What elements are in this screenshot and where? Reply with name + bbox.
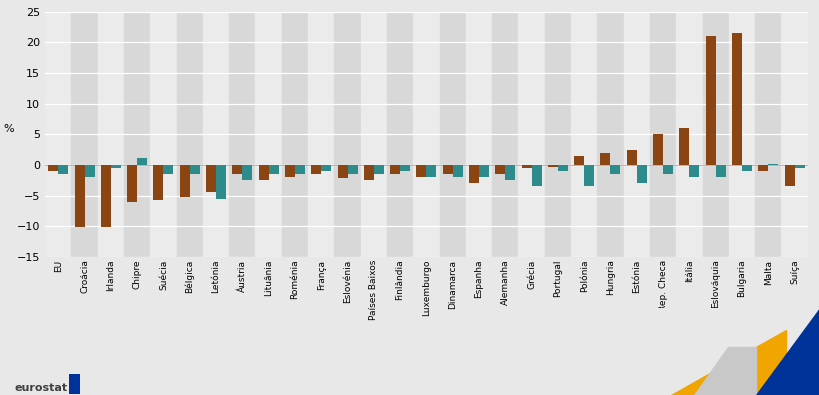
Bar [337,165,347,179]
Bar [334,12,360,257]
Bar [679,128,689,165]
Bar [258,165,269,180]
Bar [495,165,505,174]
Text: eurostat: eurostat [15,383,68,393]
Bar [179,165,189,197]
Polygon shape [755,308,819,395]
Bar [465,12,491,257]
Bar [75,165,84,228]
Bar [781,12,807,257]
Bar [137,158,147,165]
Bar [491,12,518,257]
Bar [373,165,383,174]
Bar [518,12,544,257]
Bar [295,165,305,174]
Bar [176,12,202,257]
Bar [282,12,308,257]
Bar [754,12,781,257]
Bar [439,12,465,257]
Polygon shape [693,347,755,395]
Bar [256,12,282,257]
Bar [229,12,256,257]
Bar [573,156,583,165]
Bar [390,165,400,174]
Bar [728,12,754,257]
Bar [715,165,725,177]
Bar [570,12,596,257]
Bar [308,12,334,257]
Bar [416,165,426,177]
Bar [127,165,137,202]
Bar [101,165,111,228]
Bar [347,165,357,174]
Bar [758,165,767,171]
Bar [600,153,609,165]
Bar [478,165,488,177]
Bar [48,165,58,171]
Bar [215,165,226,199]
Bar [452,165,462,177]
Bar [284,165,295,177]
Bar [242,165,252,180]
Bar [111,165,120,168]
Bar [649,12,676,257]
Bar [731,33,741,165]
Bar [400,165,410,171]
Bar [521,165,531,168]
Bar [741,165,751,171]
Bar [364,165,373,180]
Bar [596,12,623,257]
Bar [97,12,124,257]
Bar [413,12,439,257]
Bar [767,164,777,165]
Bar [784,165,794,186]
Bar [269,165,278,174]
Bar [547,165,557,167]
Bar [321,165,331,171]
Bar [153,165,163,200]
Bar [71,12,97,257]
Bar [689,165,699,177]
Bar [702,12,728,257]
Bar [583,165,594,186]
Bar [626,150,636,165]
Bar [544,12,570,257]
Bar [58,165,68,174]
Bar [206,165,215,192]
Polygon shape [670,330,785,395]
Bar [468,165,478,183]
Bar [202,12,229,257]
Bar [636,165,646,183]
Bar [232,165,242,174]
Bar [623,12,649,257]
Bar [676,12,702,257]
Bar [45,12,71,257]
Bar [505,165,514,180]
Bar [84,165,94,177]
Bar [705,36,715,165]
Y-axis label: %: % [3,124,14,134]
Bar [442,165,452,174]
Bar [531,165,541,186]
Bar [189,165,200,174]
Bar [426,165,436,177]
Bar [609,165,620,174]
Bar [387,12,413,257]
Bar [163,165,173,174]
Bar [557,165,568,171]
Bar [794,165,803,168]
Bar [124,12,150,257]
Bar [652,134,663,165]
Bar [311,165,321,174]
Bar [663,165,672,174]
Bar [360,12,387,257]
Bar [150,12,176,257]
